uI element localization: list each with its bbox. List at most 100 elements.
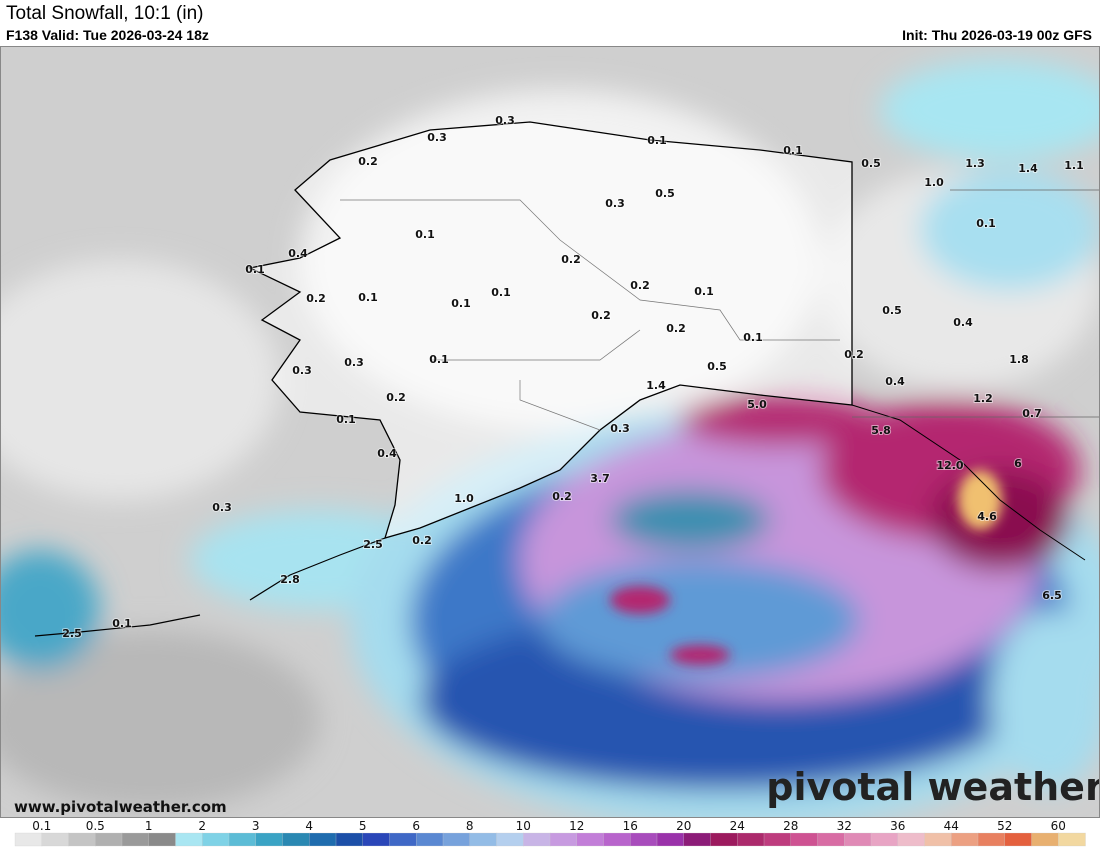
snow-label: 0.4 xyxy=(953,316,973,329)
colorbar-label: 0.5 xyxy=(86,819,105,833)
snow-label: 0.1 xyxy=(976,217,996,230)
snow-label: 0.1 xyxy=(694,285,714,298)
colorbar-swatch xyxy=(148,832,177,847)
colorbar-swatch xyxy=(389,832,417,847)
colorbar-label: 3 xyxy=(252,819,260,833)
colorbar-swatch xyxy=(175,832,203,847)
colorbar-swatch xyxy=(763,832,792,847)
logo: pivotal weather xyxy=(766,765,1100,809)
colorbar-swatch xyxy=(1058,832,1086,847)
snow-label: 0.2 xyxy=(591,309,611,322)
snow-label: 3.7 xyxy=(590,472,610,485)
colorbar-label: 32 xyxy=(837,819,852,833)
colorbar-swatch xyxy=(870,832,899,847)
valid-time: F138 Valid: Tue 2026-03-24 18z xyxy=(6,27,209,43)
snow-label: 0.3 xyxy=(495,114,515,127)
colorbar-swatch xyxy=(817,832,845,847)
snow-label: 0.2 xyxy=(561,253,581,266)
map-title: Total Snowfall, 10:1 (in) xyxy=(6,3,204,24)
colorbar-swatch xyxy=(14,832,43,847)
colorbar-swatch xyxy=(977,832,1006,847)
snow-label: 0.1 xyxy=(245,263,265,276)
snow-label: 0.3 xyxy=(610,422,630,435)
colorbar-swatch xyxy=(442,832,471,847)
snow-label: 0.1 xyxy=(783,144,803,157)
colorbar-label: 5 xyxy=(359,819,367,833)
snow-label: 1.3 xyxy=(965,157,985,170)
snow-label: 0.3 xyxy=(344,356,364,369)
snow-label: 1.2 xyxy=(973,392,993,405)
colorbar-swatch xyxy=(469,832,498,847)
snow-label: 0.2 xyxy=(630,279,650,292)
url: www.pivotalweather.com xyxy=(14,798,227,816)
snow-label: 0.4 xyxy=(377,447,397,460)
snow-label: 1.1 xyxy=(1064,159,1084,172)
snow-label: 0.5 xyxy=(861,157,881,170)
colorbar-swatch xyxy=(41,832,70,847)
snow-label: 0.3 xyxy=(427,131,447,144)
colorbar-swatch xyxy=(255,832,284,847)
snow-label: 1.4 xyxy=(646,379,666,392)
colorbar-label: 4 xyxy=(305,819,313,833)
map-field: 0.3 0.3 0.2 0.1 0.1 0.5 1.3 1.4 1.1 1.0 0.5 0.3 0.1 0… xyxy=(0,46,1100,818)
colorbar-label: 60 xyxy=(1051,819,1066,833)
snow-label: 0.3 xyxy=(605,197,625,210)
colorbar-label: 1 xyxy=(145,819,153,833)
colorbar-label: 20 xyxy=(676,819,691,833)
snow-label: 0.3 xyxy=(212,501,232,514)
colorbar: 0.1 0.5 1 2 3 4 5 6 8 10 12 16 20 24 28 32 36 44 52 60 xyxy=(14,819,1086,847)
snow-label: 6 xyxy=(1014,457,1022,470)
colorbar-swatch xyxy=(737,832,765,847)
colorbar-swatch xyxy=(549,832,578,847)
colorbar-swatch xyxy=(656,832,685,847)
colorbar-swatch xyxy=(282,832,310,847)
snow-label: 0.1 xyxy=(451,297,471,310)
colorbar-swatch xyxy=(683,832,712,847)
colorbar-swatch xyxy=(95,832,123,847)
snow-label: 1.0 xyxy=(454,492,474,505)
snow-label: 5.8 xyxy=(871,424,891,437)
map-labels: 0.3 0.3 0.2 0.1 0.1 0.5 1.3 1.4 1.1 1.0 0.5 0.3 0.1 0… xyxy=(61,113,1085,641)
init-time: Init: Thu 2026-03-19 00z GFS xyxy=(902,27,1092,43)
snow-label: 0.1 xyxy=(112,617,132,630)
colorbar-label: 24 xyxy=(730,819,745,833)
snow-label: 0.1 xyxy=(415,228,435,241)
snow-label: 1.4 xyxy=(1018,162,1038,175)
colorbar-swatch xyxy=(496,832,524,847)
colorbar-label: 36 xyxy=(890,819,905,833)
colorbar-label: 10 xyxy=(516,819,531,833)
colorbar-swatch xyxy=(710,832,738,847)
snow-label: 0.1 xyxy=(743,331,763,344)
snow-label: 2.5 xyxy=(62,627,82,640)
snow-label: 0.5 xyxy=(882,304,902,317)
colorbar-swatch xyxy=(68,832,96,847)
colorbar-label: 16 xyxy=(623,819,638,833)
snow-label: 0.1 xyxy=(336,413,356,426)
colorbar-swatch xyxy=(228,832,257,847)
snow-label: 1.8 xyxy=(1009,353,1029,366)
colorbar-label: 0.1 xyxy=(32,819,51,833)
colorbar-swatch xyxy=(951,832,979,847)
snow-label: 0.7 xyxy=(1022,407,1042,420)
snow-label: 0.1 xyxy=(491,286,511,299)
colorbar-swatch xyxy=(523,832,551,847)
colorbar-label: 12 xyxy=(569,819,584,833)
snow-label: 0.1 xyxy=(647,134,667,147)
snow-label: 2.8 xyxy=(280,573,300,586)
colorbar-label: 2 xyxy=(198,819,206,833)
snow-label: 0.2 xyxy=(386,391,406,404)
colorbar-swatch xyxy=(576,832,605,847)
colorbar-label: 28 xyxy=(783,819,798,833)
snow-label: 5.0 xyxy=(747,398,767,411)
snow-label: 0.2 xyxy=(358,155,378,168)
snow-label: 0.1 xyxy=(358,291,378,304)
snow-label: 0.2 xyxy=(552,490,572,503)
colorbar-swatch xyxy=(202,832,230,847)
colorbar-swatch xyxy=(362,832,391,847)
colorbar-swatch xyxy=(309,832,337,847)
colorbar-swatch xyxy=(844,832,872,847)
snow-label: 4.6 xyxy=(977,510,997,523)
snow-label: 2.5 xyxy=(363,538,383,551)
colorbar-swatch xyxy=(897,832,926,847)
